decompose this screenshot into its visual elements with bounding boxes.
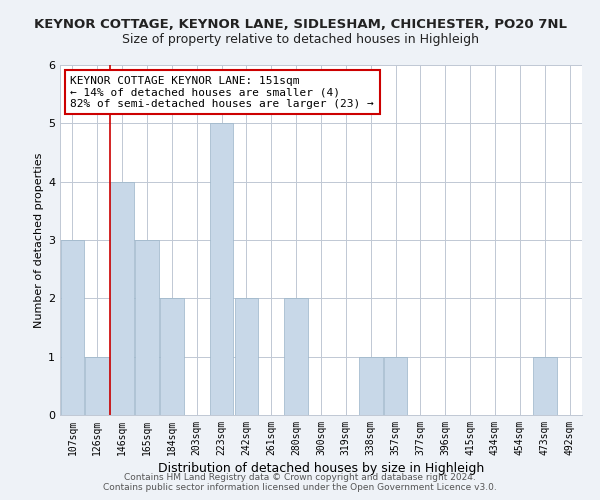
Text: Contains HM Land Registry data © Crown copyright and database right 2024.
Contai: Contains HM Land Registry data © Crown c… [103, 473, 497, 492]
Bar [384, 356, 407, 415]
Bar [284, 298, 308, 415]
Bar [210, 124, 233, 415]
Bar [533, 356, 557, 415]
Bar [235, 298, 258, 415]
Y-axis label: Number of detached properties: Number of detached properties [34, 152, 44, 328]
X-axis label: Distribution of detached houses by size in Highleigh: Distribution of detached houses by size … [158, 462, 484, 475]
Bar [110, 182, 134, 415]
Bar [160, 298, 184, 415]
Bar [359, 356, 383, 415]
Text: KEYNOR COTTAGE, KEYNOR LANE, SIDLESHAM, CHICHESTER, PO20 7NL: KEYNOR COTTAGE, KEYNOR LANE, SIDLESHAM, … [34, 18, 566, 30]
Bar [61, 240, 84, 415]
Bar [85, 356, 109, 415]
Text: Size of property relative to detached houses in Highleigh: Size of property relative to detached ho… [121, 32, 479, 46]
Bar [135, 240, 159, 415]
Text: KEYNOR COTTAGE KEYNOR LANE: 151sqm
← 14% of detached houses are smaller (4)
82% : KEYNOR COTTAGE KEYNOR LANE: 151sqm ← 14%… [70, 76, 374, 108]
